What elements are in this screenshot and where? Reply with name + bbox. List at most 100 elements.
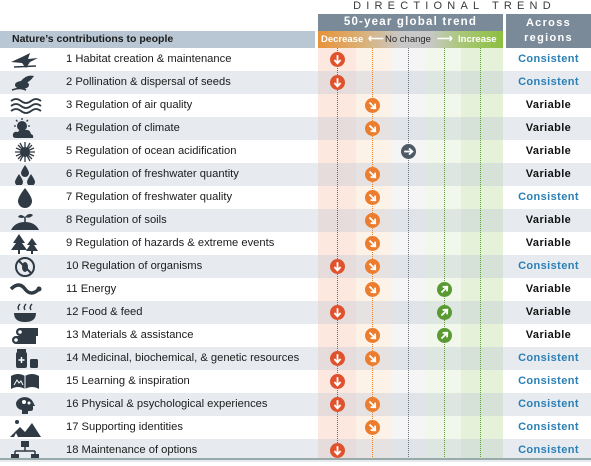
ncp-label: 6 Regulation of freshwater quantity (66, 168, 239, 180)
ncp-label: 1 Habitat creation & maintenance (66, 53, 232, 65)
global-trend-header: 50-year global trend (318, 14, 503, 31)
trend-marker-decrease (364, 98, 380, 113)
table-row: 2 Pollination & dispersal of seeds Consis… (0, 71, 591, 94)
ncp-label: 2 Pollination & dispersal of seeds (66, 76, 231, 88)
region-consistency: Variable (525, 99, 572, 111)
table-row: 15 Learning & inspiration Consistent (0, 370, 591, 393)
trend-marker-increase (436, 282, 452, 297)
food-bowl-icon (8, 302, 42, 323)
table-row: 10 Regulation of organisms Consistent (0, 255, 591, 278)
sun-cloud-icon (8, 118, 42, 139)
urchin-icon (8, 141, 42, 162)
table-row: 9 Regulation of hazards & extreme events… (0, 232, 591, 255)
trend-marker-decrease (364, 397, 380, 412)
region-consistency: Variable (525, 306, 572, 318)
ncp-label: 17 Supporting identities (66, 421, 183, 433)
trend-marker-decrease-strong (329, 351, 345, 366)
trend-marker-decrease (364, 420, 380, 435)
air-waves-icon (8, 95, 42, 116)
water-drops-icon (8, 164, 42, 186)
ncp-label: 10 Regulation of organisms (66, 260, 203, 272)
region-consistency: Consistent (518, 260, 579, 272)
scale-no-change-label: No change (385, 34, 431, 45)
region-consistency: Variable (525, 329, 572, 341)
ncp-column-header: Nature’s contributions to people (0, 31, 315, 48)
ncp-label: 16 Physical & psychological experiences (66, 398, 268, 410)
water-drop-icon (8, 187, 42, 208)
guide-decrease (372, 48, 373, 459)
ncp-label: 14 Medicinal, biochemical, & genetic res… (66, 352, 300, 364)
region-consistency: Variable (525, 214, 572, 226)
region-consistency: Consistent (518, 53, 579, 65)
trend-marker-decrease (364, 282, 380, 297)
table-row: 11 Energy Variable (0, 278, 591, 301)
region-consistency: Consistent (518, 191, 579, 203)
table-row: 6 Regulation of freshwater quantity Varia… (0, 163, 591, 186)
region-consistency: Variable (525, 122, 572, 134)
bird-icon (8, 49, 42, 70)
region-consistency: Consistent (518, 421, 579, 433)
energy-icon (8, 279, 42, 300)
trend-marker-decrease-strong (329, 52, 345, 67)
trend-marker-no-change (400, 144, 416, 159)
region-consistency: Variable (525, 145, 572, 157)
trend-marker-decrease (364, 213, 380, 228)
region-consistency: Variable (525, 283, 572, 295)
trend-marker-decrease-strong (329, 259, 345, 274)
trend-marker-increase (436, 305, 452, 320)
soil-sprout-icon (8, 210, 42, 231)
ncp-label: 12 Food & feed (66, 306, 143, 318)
trend-marker-decrease (364, 328, 380, 343)
ncp-label: 3 Regulation of air quality (66, 99, 193, 111)
ncp-label: 15 Learning & inspiration (66, 375, 190, 387)
ncp-label: 13 Materials & assistance (66, 329, 194, 341)
scale-increase-label: Increase (458, 34, 497, 45)
right-arrow-icon: ⟶ (437, 33, 453, 45)
trend-marker-increase (436, 328, 452, 343)
trend-scale: Decrease ⟵ No change ⟶ Increase (318, 31, 503, 48)
directional-trend-title: DIRECTIONAL TREND (353, 0, 556, 12)
region-consistency: Consistent (518, 375, 579, 387)
book-icon (8, 371, 42, 392)
ncp-label: 8 Regulation of soils (66, 214, 167, 226)
trend-marker-decrease (364, 351, 380, 366)
trend-marker-decrease-strong (329, 443, 345, 458)
landscape-icon (8, 417, 42, 438)
guide-increase-strong (480, 48, 481, 459)
scale-decrease-label: Decrease (321, 34, 364, 45)
region-consistency: Variable (525, 237, 572, 249)
guide-no-change (408, 48, 409, 459)
increase-band (426, 48, 461, 459)
across-regions-label: Across regions (524, 17, 573, 44)
trend-marker-decrease (364, 121, 380, 136)
trend-marker-decrease-strong (329, 397, 345, 412)
table-row: 3 Regulation of air quality Variable (0, 94, 591, 117)
decrease-band (356, 48, 391, 459)
table-row: 5 Regulation of ocean acidification Varia… (0, 140, 591, 163)
table-row: 16 Physical & psychological experiences C… (0, 393, 591, 416)
medicine-icon (8, 348, 42, 369)
trend-marker-decrease (364, 259, 380, 274)
no-pest-icon (8, 256, 42, 277)
trend-marker-decrease (364, 190, 380, 205)
table-row: 13 Materials & assistance Variable (0, 324, 591, 347)
network-icon (8, 440, 42, 461)
ncp-label: 11 Energy (66, 283, 117, 295)
table-row: 17 Supporting identities Consistent (0, 416, 591, 439)
ncp-label: 7 Regulation of freshwater quality (66, 191, 233, 203)
region-consistency: Consistent (518, 76, 579, 88)
table-row: 18 Maintenance of options Consistent (0, 439, 591, 462)
region-consistency: Consistent (518, 352, 579, 364)
ncp-label: 5 Regulation of ocean acidification (66, 145, 237, 157)
ncp-label: 4 Regulation of climate (66, 122, 180, 134)
guide-decrease-strong (337, 48, 338, 459)
region-consistency: Variable (525, 168, 572, 180)
table-row: 12 Food & feed Variable (0, 301, 591, 324)
logs-icon (8, 325, 42, 346)
trend-marker-decrease-strong (329, 305, 345, 320)
head-icon (8, 394, 42, 415)
increase-strong-band (461, 48, 503, 459)
left-arrow-icon: ⟵ (368, 33, 384, 45)
trend-marker-decrease (364, 236, 380, 251)
table-row: 4 Regulation of climate Variable (0, 117, 591, 140)
